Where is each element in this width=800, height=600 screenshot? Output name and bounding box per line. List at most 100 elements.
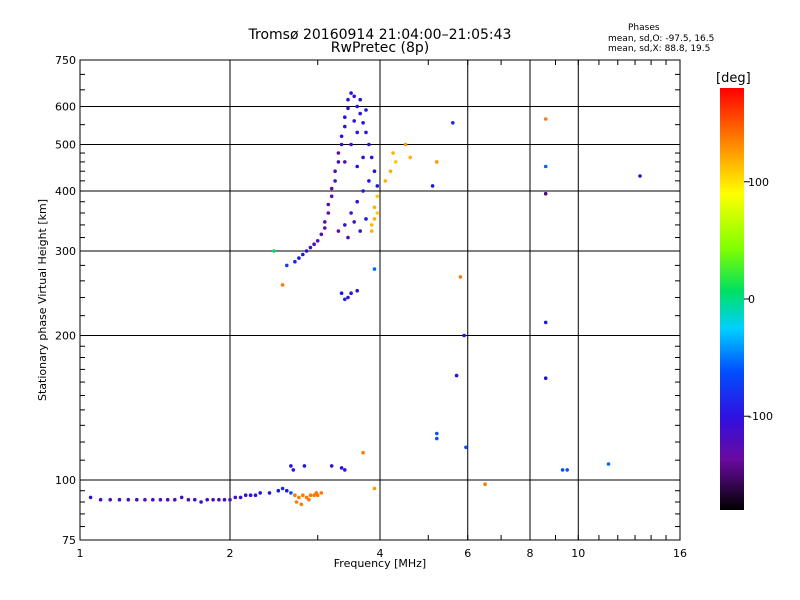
- data-point: [329, 194, 334, 199]
- data-point: [217, 497, 221, 502]
- data-point: [294, 500, 299, 504]
- data-point: [333, 169, 337, 173]
- data-point: [323, 220, 327, 224]
- data-point: [430, 184, 435, 188]
- data-point: [346, 97, 350, 102]
- data-point: [349, 91, 353, 95]
- data-point: [280, 486, 285, 491]
- data-point: [435, 431, 439, 436]
- x-axis-label: Frequency [MHz]: [334, 557, 426, 570]
- data-point: [346, 235, 350, 240]
- data-point: [372, 205, 377, 210]
- data-point: [451, 121, 455, 125]
- chart-subtitle: RwPretec (8p): [330, 40, 430, 56]
- data-point: [301, 252, 305, 257]
- data-point: [372, 267, 377, 271]
- colorbar-title: [deg]: [716, 71, 751, 86]
- data-point: [289, 491, 293, 495]
- data-point: [293, 259, 297, 264]
- data-point: [323, 226, 327, 230]
- data-point: [375, 184, 380, 188]
- data-point: [355, 288, 360, 293]
- data-point: [158, 497, 163, 502]
- data-point: [326, 211, 331, 215]
- data-point: [222, 497, 227, 502]
- data-point: [343, 468, 347, 472]
- data-point: [364, 108, 368, 112]
- data-point: [143, 497, 147, 502]
- data-point: [199, 500, 203, 504]
- data-point: [483, 482, 487, 487]
- data-point: [319, 491, 324, 495]
- data-point: [304, 495, 309, 500]
- data-point: [638, 174, 642, 178]
- phase-stats-o-mode: mean, sd,O: -97.5, 16.5: [608, 34, 715, 44]
- data-point: [291, 468, 296, 472]
- data-point: [193, 497, 197, 502]
- data-point: [458, 275, 463, 279]
- data-point: [299, 502, 304, 507]
- data-point: [312, 493, 316, 498]
- data-point: [361, 189, 365, 193]
- axis-ticks: 1 2 4 6 8 10 16 75 100 200 300 400 500 600 750: [55, 54, 687, 560]
- data-point: [454, 373, 459, 378]
- data-point: [367, 179, 371, 183]
- data-point: [388, 169, 393, 173]
- data-point: [343, 124, 347, 129]
- data-point: [205, 497, 209, 502]
- data-point: [343, 115, 347, 119]
- data-point: [117, 497, 122, 502]
- data-point: [352, 220, 357, 224]
- data-point: [336, 151, 341, 155]
- data-point: [435, 436, 439, 441]
- data-point: [243, 493, 248, 498]
- data-point: [336, 229, 341, 233]
- data-point: [297, 256, 301, 260]
- data-point: [369, 155, 374, 160]
- data-point: [355, 164, 360, 169]
- data-point: [372, 486, 377, 491]
- data-point: [308, 493, 313, 498]
- data-point: [258, 491, 263, 495]
- data-point: [98, 497, 103, 502]
- y-axis-label: Stationary phase Virtual Height [km]: [36, 199, 49, 401]
- y-tick-label: 600: [55, 101, 76, 114]
- y-tick-label: 75: [62, 534, 76, 547]
- y-tick-label: 750: [55, 54, 76, 67]
- data-point: [315, 239, 320, 243]
- data-point: [297, 495, 301, 500]
- data-point: [358, 97, 363, 102]
- data-point: [346, 106, 350, 111]
- data-point: [543, 376, 548, 381]
- data-point: [372, 169, 377, 173]
- x-tick-label: 1: [77, 547, 84, 560]
- data-point: [233, 495, 238, 500]
- data-point: [186, 497, 191, 502]
- data-point: [211, 497, 215, 502]
- y-tick-label: 200: [55, 330, 76, 343]
- data-point: [276, 488, 281, 493]
- data-point: [408, 155, 413, 160]
- data-point: [88, 495, 93, 500]
- data-point: [302, 464, 307, 468]
- data-point: [151, 497, 155, 502]
- data-point: [339, 142, 344, 147]
- data-point: [543, 191, 548, 196]
- data-point: [403, 142, 408, 147]
- data-point: [391, 151, 395, 155]
- data-point: [349, 142, 353, 147]
- data-point: [369, 229, 374, 233]
- colorbar-tick-label: -100: [748, 410, 773, 423]
- data-point: [543, 117, 548, 121]
- data-point: [361, 121, 365, 125]
- data-point: [339, 134, 344, 139]
- data-point: [355, 130, 360, 135]
- data-point: [314, 491, 319, 495]
- data-point: [336, 160, 341, 164]
- data-point: [464, 445, 468, 450]
- x-tick-label: 6: [464, 547, 471, 560]
- x-tick-label: 10: [571, 547, 585, 560]
- data-point: [326, 202, 331, 207]
- data-point: [312, 242, 316, 246]
